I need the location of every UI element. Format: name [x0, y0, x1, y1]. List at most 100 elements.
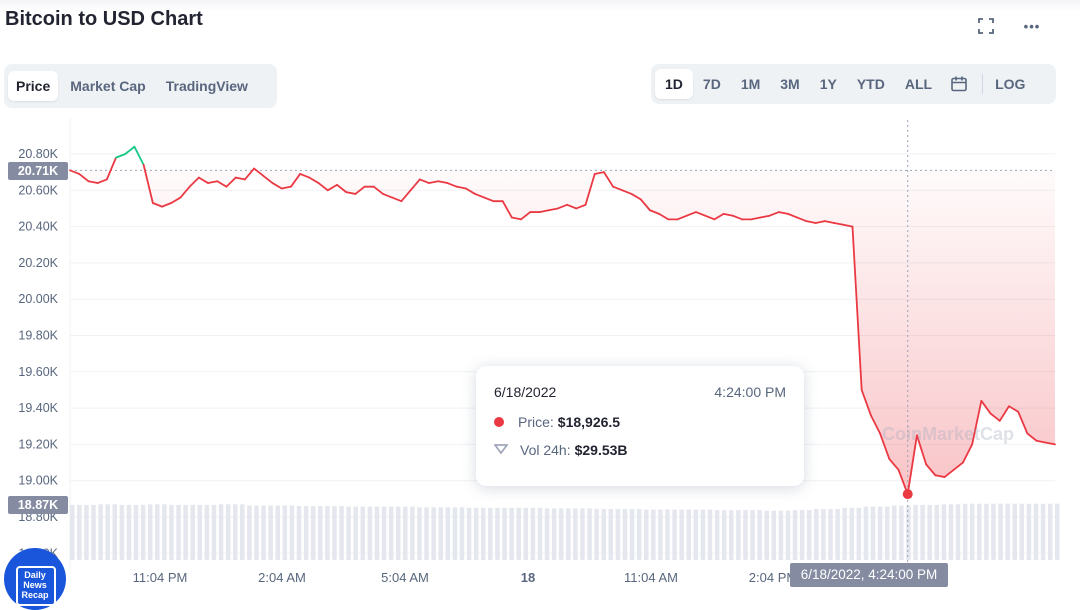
price-segment	[299, 173, 311, 179]
price-segment	[842, 223, 854, 228]
price-segment	[593, 171, 605, 175]
volume-bar	[821, 508, 826, 560]
volume-bar	[757, 510, 762, 560]
price-dot-icon	[494, 417, 504, 427]
volume-bar	[509, 507, 514, 560]
price-segment	[695, 211, 707, 217]
price-segment	[400, 189, 412, 203]
price-segment	[197, 176, 209, 184]
volume-bar	[119, 504, 125, 560]
volume-bar	[218, 504, 224, 560]
price-segment	[630, 193, 642, 201]
volume-bar	[1005, 503, 1010, 560]
top-border	[0, 0, 1080, 12]
price-segment	[78, 173, 90, 183]
volume-bar	[155, 504, 160, 560]
volume-bar	[636, 508, 642, 560]
price-segment	[566, 203, 578, 210]
tooltip-date: 6/18/2022	[494, 384, 557, 400]
volume-bar	[714, 510, 720, 560]
range-3m[interactable]: 3M	[780, 76, 800, 92]
range-7d[interactable]: 7D	[702, 76, 721, 92]
volume-bar	[183, 504, 188, 560]
volume-bar	[672, 509, 677, 560]
price-segment	[980, 399, 992, 415]
tooltip-price-label: Price:	[518, 414, 554, 430]
tab-market-cap[interactable]: Market Cap	[70, 78, 146, 94]
price-segment	[925, 463, 937, 477]
chart-tooltip: 6/18/2022 4:24:00 PM Price: $18,926.5 Vo…	[476, 366, 804, 486]
volume-bar	[289, 505, 295, 560]
volume-bar	[856, 507, 862, 560]
volume-bar	[764, 510, 769, 560]
badge-line1: Daily	[24, 570, 46, 580]
tooltip-vol-label: Vol 24h:	[520, 442, 571, 458]
price-segment	[934, 474, 946, 478]
price-segment	[151, 202, 163, 208]
price-segment	[1026, 432, 1038, 442]
volume-bar	[105, 504, 110, 560]
price-segment	[1008, 405, 1020, 413]
volume-bar	[877, 506, 883, 560]
tab-price[interactable]: Price	[8, 71, 59, 101]
volume-bar	[204, 504, 210, 560]
volume-bar	[778, 510, 784, 560]
fullscreen-icon[interactable]	[974, 14, 998, 38]
range-1d[interactable]: 1D	[655, 69, 693, 99]
open-price-label: 20.71K	[8, 162, 68, 180]
volume-bar	[275, 505, 281, 560]
volume-bar	[580, 508, 585, 560]
volume-bar	[240, 504, 245, 560]
daily-news-recap-badge[interactable]: Daily News Recap	[4, 548, 66, 610]
price-segment	[271, 182, 283, 190]
tooltip-vol-value: $29.53B	[574, 442, 628, 458]
price-segment	[455, 185, 467, 190]
price-segment	[142, 163, 154, 204]
volume-bar	[941, 504, 947, 560]
y-tick-label: 20.80K	[18, 147, 58, 161]
volume-icon	[494, 444, 508, 455]
volume-bar	[133, 504, 139, 560]
price-line	[69, 145, 1056, 496]
price-segment	[750, 216, 762, 221]
price-segment	[179, 185, 191, 199]
price-segment	[354, 185, 366, 195]
price-segment	[520, 211, 532, 221]
volume-bar	[268, 505, 273, 560]
volume-bar	[1012, 503, 1017, 560]
volume-bar	[140, 504, 146, 560]
y-tick-label: 20.20K	[18, 256, 58, 270]
badge-line2: News	[23, 580, 47, 590]
price-segment	[280, 185, 292, 190]
price-segment	[133, 145, 145, 166]
range-1y[interactable]: 1Y	[819, 76, 837, 92]
price-segment	[216, 180, 228, 188]
range-all[interactable]: ALL	[904, 76, 933, 92]
log-toggle[interactable]: LOG	[995, 76, 1026, 92]
volume-bar	[977, 503, 982, 560]
more-icon[interactable]: •••	[1023, 18, 1041, 34]
volume-bar	[445, 507, 451, 560]
price-segment	[501, 200, 513, 219]
hover-time-label: 6/18/2022, 4:24:00 PM	[790, 563, 948, 587]
volume-bar	[523, 507, 529, 560]
volume-bar	[126, 504, 132, 560]
volume-bar	[707, 509, 713, 560]
x-tick-label: 2:04 PM	[749, 570, 797, 585]
volume-bar	[601, 508, 606, 560]
volume-bar	[502, 507, 507, 560]
range-1m[interactable]: 1M	[740, 76, 761, 92]
volume-bar	[962, 503, 968, 560]
tab-tradingview[interactable]: TradingView	[165, 78, 248, 94]
price-segment	[244, 167, 256, 181]
price-segment	[989, 412, 1001, 422]
volume-bar	[998, 503, 1003, 560]
price-chart[interactable]: 20.80K 20.60K 20.40K 20.20K 20.00K 19.80K 19.6…	[0, 108, 1080, 598]
range-ytd[interactable]: YTD	[856, 76, 885, 92]
price-segment	[409, 178, 421, 192]
calendar-icon[interactable]	[942, 69, 976, 99]
volume-bar	[835, 508, 840, 560]
volume-bar	[651, 509, 656, 560]
price-segment	[538, 209, 550, 213]
tooltip-time: 4:24:00 PM	[714, 384, 786, 400]
